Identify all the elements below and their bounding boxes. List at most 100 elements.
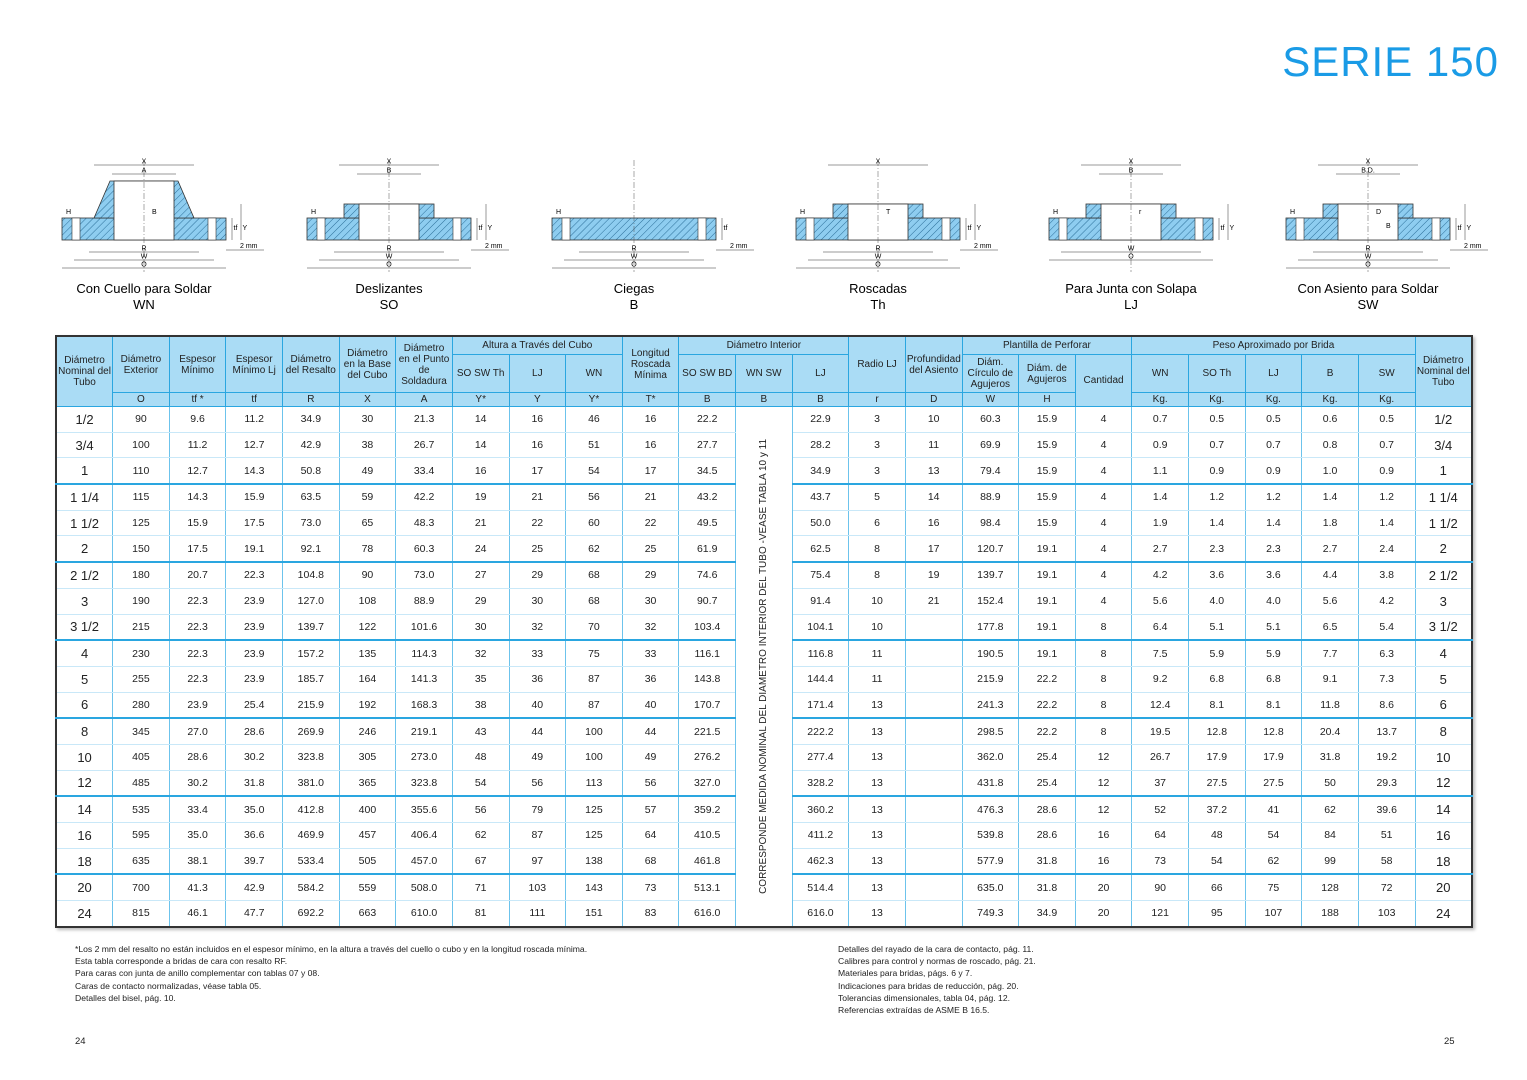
dim-label: tf <box>724 225 728 232</box>
table-cell: 78 <box>338 535 397 564</box>
col-header: Diámetro Nominal del Tubo <box>1414 335 1473 407</box>
table-cell: 20 <box>1074 900 1133 928</box>
table-cell: 20 <box>55 874 114 902</box>
table-cell: 15.9 <box>1018 432 1076 459</box>
table-row: 16 595 35.0 36.6 469.9 457 406.4 62 87 125 64 410.5… <box>55 822 1473 849</box>
table-cell: 15.9 <box>1018 406 1076 433</box>
vertical-note: CORRESPONDE MEDIDA NOMINAL DEL DIAMETRO … <box>758 438 770 894</box>
table-cell: 75.4 <box>791 562 850 589</box>
table-cell: 0.7 <box>1244 432 1303 459</box>
diagram-code: SW <box>1358 297 1380 312</box>
table-cell: 21 <box>904 588 963 615</box>
table-cell: 255 <box>112 666 170 693</box>
table-cell: 22.3 <box>225 562 283 589</box>
col-symbol: H <box>1018 392 1076 407</box>
table-cell: 60.3 <box>395 535 453 564</box>
table-cell: 1.9 <box>1131 510 1189 537</box>
table-cell: 188 <box>1301 900 1359 928</box>
table-cell: 157.2 <box>282 640 340 667</box>
table-cell: 50.0 <box>791 510 850 537</box>
table-cell: 8 <box>1074 614 1133 642</box>
table-cell: 51 <box>565 432 623 459</box>
table-cell: 6.4 <box>1131 614 1189 642</box>
table-cell: 72 <box>1357 874 1416 902</box>
table-cell: 23.9 <box>225 666 283 693</box>
table-cell: 365 <box>338 770 397 798</box>
table-cell: 99 <box>1301 848 1359 876</box>
group-header: Plantilla de Perforar <box>961 335 1133 355</box>
table-cell: 48 <box>1188 822 1246 849</box>
table-cell: 559 <box>338 874 397 902</box>
table-cell: 83 <box>621 900 680 928</box>
table-cell: 616.0 <box>678 900 736 928</box>
table-cell: 8 <box>848 535 906 564</box>
table-cell: 22.2 <box>678 406 736 433</box>
table-cell: 13 <box>848 692 906 720</box>
dim-label: B.D. <box>1361 168 1375 175</box>
table-cell: 2 1/2 <box>1414 562 1473 589</box>
dim-label: H <box>66 209 71 216</box>
dim-label: X <box>1366 159 1371 166</box>
table-cell: 13 <box>848 848 906 876</box>
table-cell: 101.6 <box>395 614 453 642</box>
col-symbol: R <box>282 392 340 407</box>
table-cell: 43.7 <box>791 484 850 511</box>
table-cell: 64 <box>1131 822 1189 849</box>
table-cell: 90.7 <box>678 588 736 615</box>
table-cell: 4 <box>1414 640 1473 667</box>
table-cell: 323.8 <box>282 744 340 771</box>
table-cell: 88.9 <box>961 484 1020 511</box>
note-line: Caras de contacto normalizadas, véase ta… <box>75 980 262 991</box>
table-cell <box>904 640 963 667</box>
table-cell: 12 <box>1074 744 1133 771</box>
table-cell: 62 <box>565 535 623 564</box>
table-cell: 125 <box>565 822 623 849</box>
diagram-name: Ciegas <box>614 281 655 296</box>
col-header: Diámetro del Resalto <box>282 335 340 393</box>
table-cell: 3/4 <box>1414 432 1473 459</box>
table-cell: 36 <box>508 666 567 693</box>
dim-label: X <box>387 159 392 166</box>
table-cell: 595 <box>112 822 170 849</box>
table-cell: 13 <box>848 770 906 798</box>
table-cell: 9.1 <box>1301 666 1359 693</box>
table-cell: 17 <box>508 457 567 486</box>
dim-label: 2 mm <box>240 243 258 250</box>
table-row: 12 485 30.2 31.8 381.0 365 323.8 54 56 113 56 327.0… <box>55 770 1473 798</box>
table-cell: 16 <box>621 432 680 459</box>
table-cell: 635 <box>112 848 170 876</box>
table-cell: 15.9 <box>225 484 283 511</box>
table-cell: 33 <box>621 640 680 667</box>
table-cell: 38 <box>451 692 510 720</box>
table-cell: 81 <box>451 900 510 928</box>
table-cell: 10 <box>55 744 114 771</box>
table-cell: 91.4 <box>791 588 850 615</box>
table-cell <box>904 796 963 824</box>
dim-label: 2 mm <box>1464 243 1482 250</box>
dim-label: A <box>142 168 147 175</box>
table-cell: 4 <box>1074 510 1133 537</box>
table-cell: 22.3 <box>168 666 227 693</box>
table-cell: 56 <box>451 796 510 824</box>
table-cell: 6 <box>848 510 906 537</box>
dim-label: tf <box>479 225 483 232</box>
flange-table: Diámetro Nominal del Tubo Diámetro Exter… <box>55 335 1473 928</box>
col-header: Cantidad <box>1074 354 1133 407</box>
table-cell: 305 <box>338 744 397 771</box>
table-cell: 97 <box>508 848 567 876</box>
table-cell: 104.1 <box>791 614 850 642</box>
table-cell: 66 <box>1188 874 1246 902</box>
bolt-hole <box>71 217 81 241</box>
table-cell: 29 <box>451 588 510 615</box>
table-cell <box>904 666 963 693</box>
table-cell: 47.7 <box>225 900 283 928</box>
table-cell: 3.6 <box>1244 562 1303 589</box>
table-cell: 30.2 <box>168 770 227 798</box>
table-cell: 27.5 <box>1244 770 1303 798</box>
table-cell: 190.5 <box>961 640 1020 667</box>
title: SERIE 150 <box>1282 38 1499 85</box>
table-cell: 8 <box>55 718 114 745</box>
col-symbol: O <box>112 392 170 407</box>
col-header: WN <box>1131 354 1189 393</box>
table-cell: 514.4 <box>791 874 850 902</box>
